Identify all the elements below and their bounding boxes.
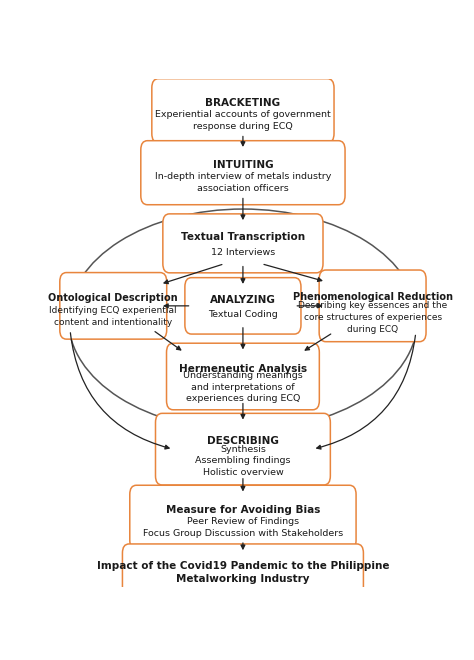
- Text: DESCRIBING: DESCRIBING: [207, 436, 279, 446]
- Text: Textual Coding: Textual Coding: [208, 310, 278, 319]
- FancyBboxPatch shape: [163, 214, 323, 273]
- Text: Measure for Avoiding Bias: Measure for Avoiding Bias: [166, 505, 320, 515]
- Text: Experiential accounts of government
response during ECQ: Experiential accounts of government resp…: [155, 110, 331, 131]
- Text: Describing key essences and the
core structures of experiences
during ECQ: Describing key essences and the core str…: [298, 302, 447, 334]
- FancyBboxPatch shape: [185, 278, 301, 334]
- Text: Hermeneutic Analysis: Hermeneutic Analysis: [179, 364, 307, 374]
- FancyBboxPatch shape: [60, 273, 167, 339]
- FancyBboxPatch shape: [122, 544, 364, 601]
- Text: Impact of the Covid19 Pandemic to the Philippine
Metalworking Industry: Impact of the Covid19 Pandemic to the Ph…: [97, 560, 389, 583]
- Text: Peer Review of Findings
Focus Group Discussion with Stakeholders: Peer Review of Findings Focus Group Disc…: [143, 517, 343, 538]
- Text: In-depth interview of metals industry
association officers: In-depth interview of metals industry as…: [155, 172, 331, 193]
- Text: ANALYZING: ANALYZING: [210, 295, 276, 305]
- Text: Identifying ECQ experiential
content and intentionality: Identifying ECQ experiential content and…: [49, 306, 177, 327]
- Text: INTUITING: INTUITING: [213, 160, 273, 170]
- FancyBboxPatch shape: [141, 141, 345, 205]
- Text: BRACKETING: BRACKETING: [205, 98, 281, 108]
- Text: Ontological Description: Ontological Description: [48, 293, 178, 303]
- FancyBboxPatch shape: [155, 413, 330, 485]
- FancyBboxPatch shape: [130, 485, 356, 549]
- FancyBboxPatch shape: [166, 343, 319, 410]
- Text: Phenomenological Reduction: Phenomenological Reduction: [292, 292, 453, 302]
- FancyBboxPatch shape: [152, 79, 334, 143]
- Text: Synthesis
Assembling findings
Holistic overview: Synthesis Assembling findings Holistic o…: [195, 445, 291, 477]
- Text: Textual Transcription: Textual Transcription: [181, 232, 305, 242]
- Text: Understanding meanings
and interpretations of
experiences during ECQ: Understanding meanings and interpretatio…: [183, 371, 303, 403]
- Text: 12 Interviews: 12 Interviews: [211, 248, 275, 257]
- FancyBboxPatch shape: [319, 270, 426, 342]
